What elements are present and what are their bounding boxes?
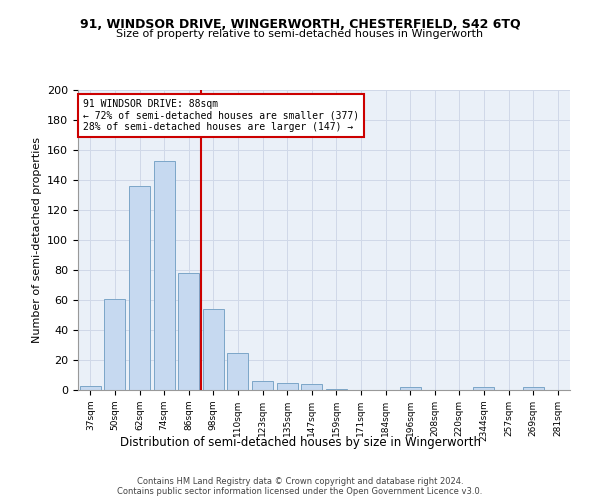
Bar: [203, 309, 224, 390]
Bar: [154, 160, 175, 390]
Bar: [129, 186, 150, 390]
Bar: [277, 382, 298, 390]
Bar: [104, 298, 125, 390]
Bar: [80, 386, 101, 390]
Text: 91 WINDSOR DRIVE: 88sqm
← 72% of semi-detached houses are smaller (377)
28% of s: 91 WINDSOR DRIVE: 88sqm ← 72% of semi-de…: [83, 99, 359, 132]
Bar: [178, 273, 199, 390]
Bar: [523, 387, 544, 390]
Text: Size of property relative to semi-detached houses in Wingerworth: Size of property relative to semi-detach…: [116, 29, 484, 39]
Text: Contains HM Land Registry data © Crown copyright and database right 2024.: Contains HM Land Registry data © Crown c…: [137, 476, 463, 486]
Text: Distribution of semi-detached houses by size in Wingerworth: Distribution of semi-detached houses by …: [119, 436, 481, 449]
Y-axis label: Number of semi-detached properties: Number of semi-detached properties: [32, 137, 41, 343]
Bar: [252, 381, 273, 390]
Bar: [301, 384, 322, 390]
Bar: [227, 352, 248, 390]
Bar: [326, 388, 347, 390]
Bar: [400, 387, 421, 390]
Text: 91, WINDSOR DRIVE, WINGERWORTH, CHESTERFIELD, S42 6TQ: 91, WINDSOR DRIVE, WINGERWORTH, CHESTERF…: [80, 18, 520, 30]
Text: Contains public sector information licensed under the Open Government Licence v3: Contains public sector information licen…: [118, 486, 482, 496]
Bar: [473, 387, 494, 390]
